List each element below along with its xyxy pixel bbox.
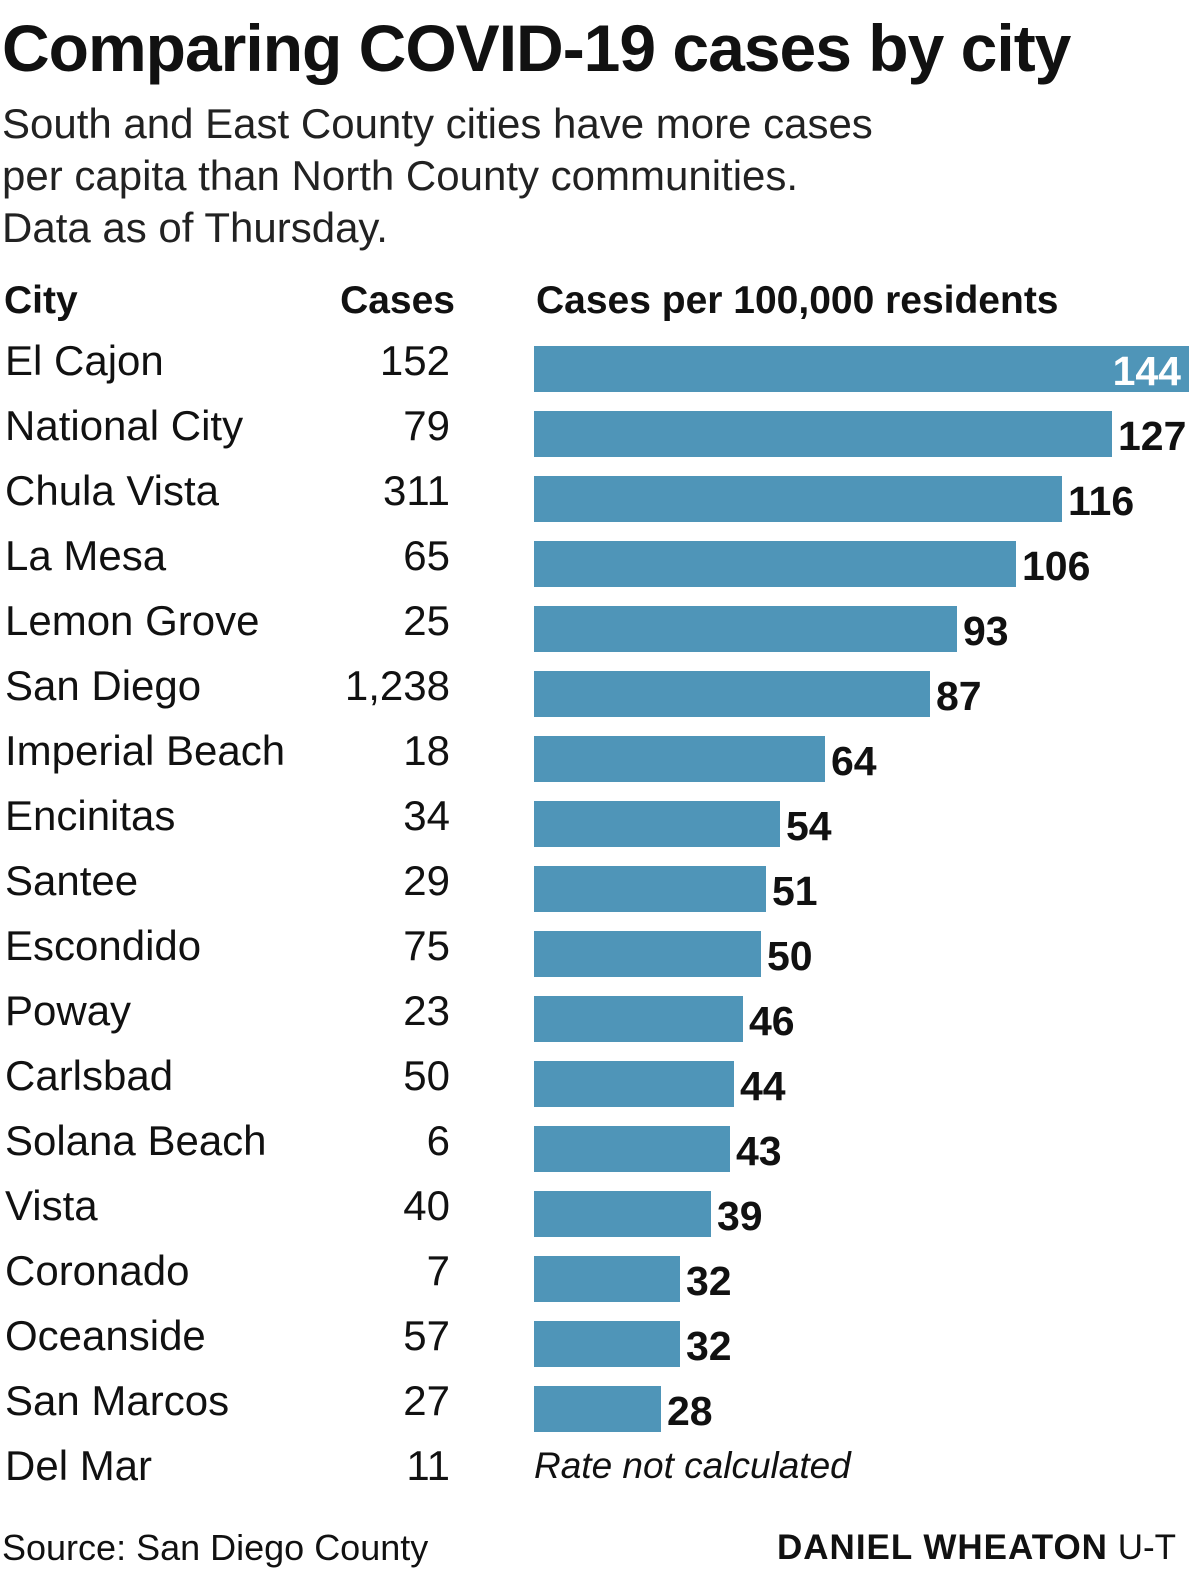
city-label: San Marcos xyxy=(5,1377,230,1424)
cases-value: 34 xyxy=(403,792,450,839)
bar-value-label: 46 xyxy=(749,998,795,1044)
city-label: Coronado xyxy=(5,1247,190,1294)
city-label: Carlsbad xyxy=(5,1052,174,1099)
bar xyxy=(534,411,1112,457)
city-label: La Mesa xyxy=(5,532,167,579)
source-note: Source: San Diego County xyxy=(2,1527,429,1568)
cases-value: 40 xyxy=(403,1182,450,1229)
subtitle-line-2: per capita than North County communities… xyxy=(2,152,799,199)
cases-value: 11 xyxy=(406,1442,450,1489)
city-label: Chula Vista xyxy=(5,467,220,514)
bar-value-label: 106 xyxy=(1022,543,1091,589)
city-label: San Diego xyxy=(5,662,202,709)
bar xyxy=(534,1386,661,1432)
bar-value-label: 39 xyxy=(717,1193,763,1239)
bar-value-label: 32 xyxy=(686,1323,732,1369)
city-label: Escondido xyxy=(5,922,202,969)
cases-value: 18 xyxy=(403,727,450,774)
bar-value-label: 50 xyxy=(767,933,813,979)
bar xyxy=(534,606,957,652)
bar xyxy=(534,1191,711,1237)
bar-value-label: 127 xyxy=(1118,413,1187,459)
city-label: Poway xyxy=(5,987,132,1034)
bar xyxy=(534,931,761,977)
bar-value-label: 54 xyxy=(786,803,832,849)
bar-value-label: 93 xyxy=(963,608,1009,654)
chart-title: Comparing COVID-19 cases by city xyxy=(2,11,1071,85)
bar-value-label: 28 xyxy=(667,1388,713,1434)
bar-value-label: 51 xyxy=(772,868,818,914)
subtitle-line-1: South and East County cities have more c… xyxy=(2,100,873,147)
bar xyxy=(534,801,780,847)
bar xyxy=(534,541,1016,587)
header-rate: Cases per 100,000 residents xyxy=(536,279,1059,322)
bar xyxy=(534,996,743,1042)
bar xyxy=(534,1256,680,1302)
bar xyxy=(534,736,825,782)
bar xyxy=(534,1321,680,1367)
city-label: Del Mar xyxy=(5,1442,153,1489)
cases-value: 50 xyxy=(403,1052,450,1099)
city-label: Lemon Grove xyxy=(5,597,260,644)
bar-value-label: 64 xyxy=(831,738,877,784)
bar-value-label: 116 xyxy=(1068,478,1135,524)
city-label: Vista xyxy=(5,1182,98,1229)
cases-value: 25 xyxy=(403,597,450,644)
city-label: El Cajon xyxy=(5,337,164,384)
cases-value: 152 xyxy=(379,337,450,384)
city-label: Oceanside xyxy=(5,1312,206,1359)
subtitle-line-3: Data as of Thursday. xyxy=(2,204,388,251)
bar xyxy=(534,866,766,912)
city-label: Encinitas xyxy=(5,792,176,839)
city-label: National City xyxy=(5,402,244,449)
header-city: City xyxy=(4,279,78,322)
city-label: Santee xyxy=(5,857,139,904)
cases-value: 6 xyxy=(426,1117,450,1164)
credit: DANIEL WHEATON U-T xyxy=(777,1523,1176,1573)
bar-value-label: 144 xyxy=(1112,348,1181,394)
bar xyxy=(534,476,1062,522)
cases-value: 27 xyxy=(403,1377,450,1424)
cases-value: 79 xyxy=(403,402,450,449)
bar xyxy=(534,671,930,717)
city-label: Imperial Beach xyxy=(5,727,286,774)
bar xyxy=(534,1061,734,1107)
bar-value-label: 87 xyxy=(936,673,982,719)
bar-value-label: 44 xyxy=(740,1063,786,1109)
rate-not-calculated-note: Rate not calculated xyxy=(534,1445,851,1486)
cases-value: 75 xyxy=(403,922,450,969)
bar xyxy=(534,346,1189,392)
credit-org: U-T xyxy=(1117,1528,1176,1567)
header-cases: Cases xyxy=(340,279,455,322)
bar xyxy=(534,1126,730,1172)
cases-value: 57 xyxy=(403,1312,450,1359)
cases-value: 7 xyxy=(426,1247,450,1294)
cases-value: 23 xyxy=(403,987,450,1034)
cases-value: 1,238 xyxy=(344,662,450,709)
cases-value: 29 xyxy=(403,857,450,904)
credit-name: DANIEL WHEATON xyxy=(777,1528,1108,1567)
cases-value: 65 xyxy=(403,532,450,579)
city-label: Solana Beach xyxy=(5,1117,267,1164)
bar-value-label: 32 xyxy=(686,1258,732,1304)
bar-value-label: 43 xyxy=(736,1128,782,1174)
cases-value: 311 xyxy=(383,467,450,514)
